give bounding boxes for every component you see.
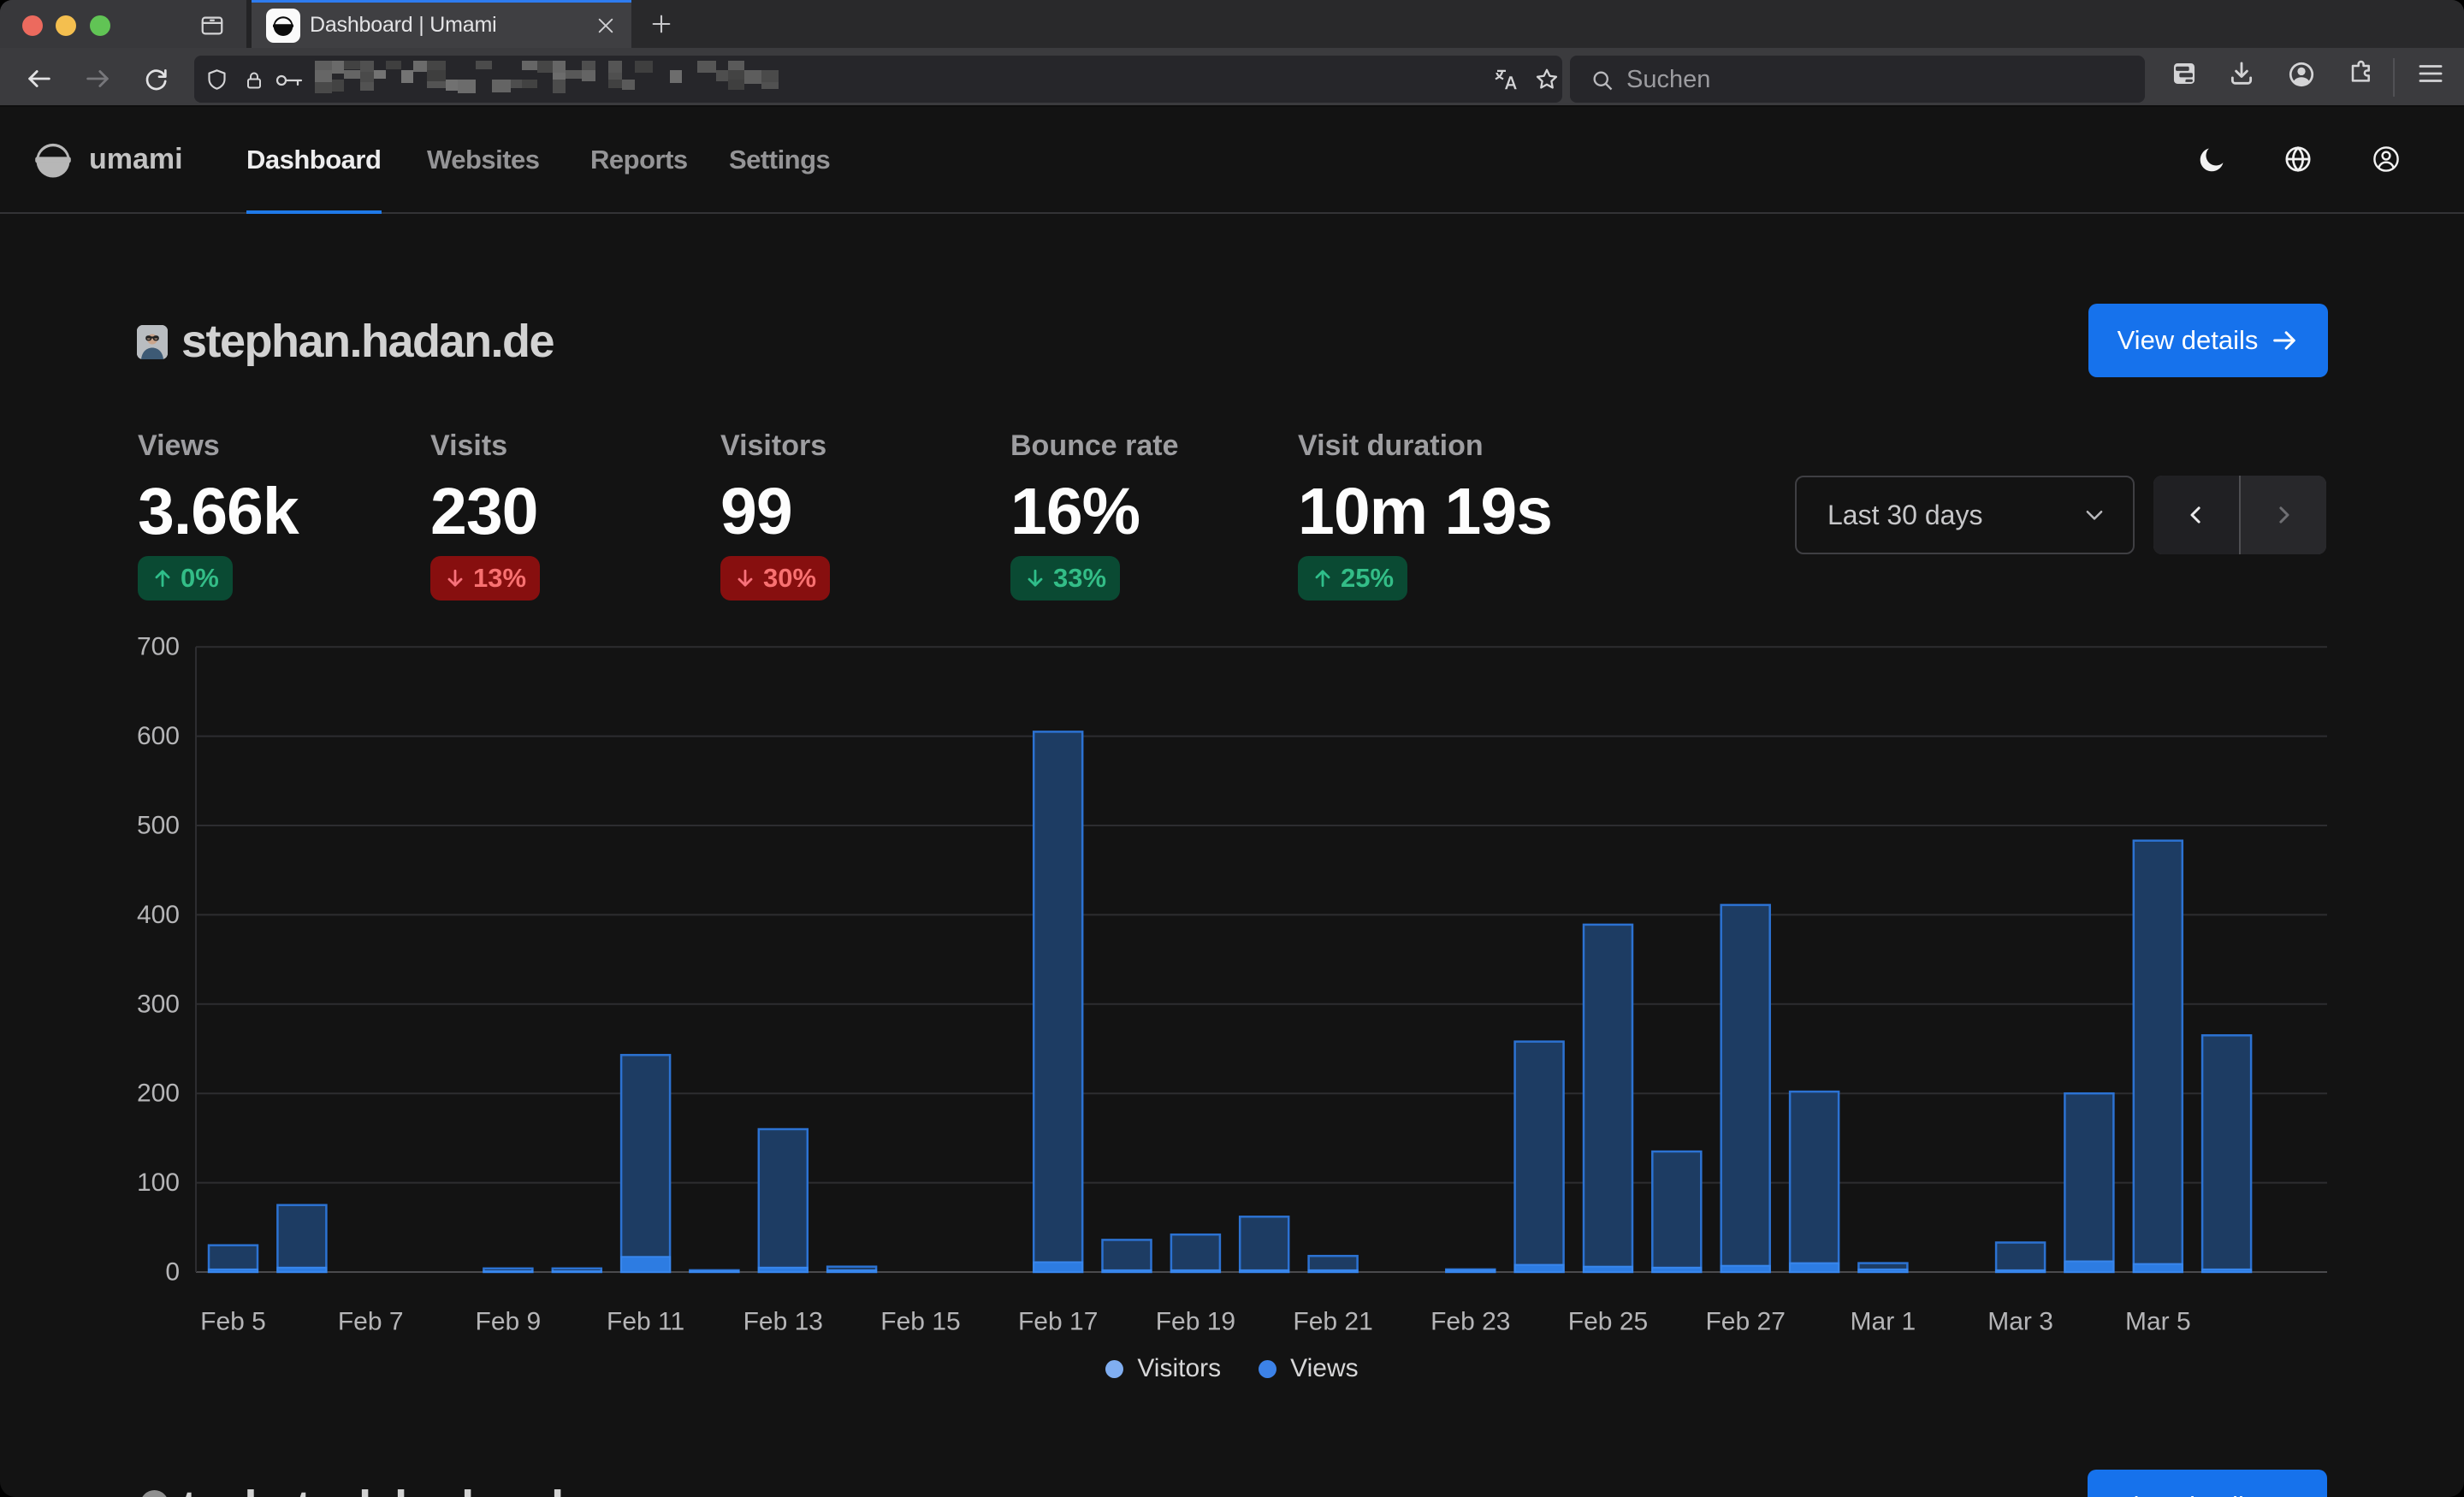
svg-text:200: 200 — [137, 1080, 180, 1108]
svg-text:Mar 3: Mar 3 — [1987, 1308, 2053, 1336]
svg-text:Feb 13: Feb 13 — [743, 1308, 823, 1336]
svg-text:700: 700 — [137, 633, 180, 661]
svg-text:Feb 27: Feb 27 — [1705, 1308, 1785, 1336]
svg-text:0: 0 — [165, 1258, 180, 1287]
svg-text:Feb 5: Feb 5 — [200, 1308, 266, 1336]
svg-text:Mar 5: Mar 5 — [2125, 1308, 2191, 1336]
svg-text:Feb 25: Feb 25 — [1568, 1308, 1648, 1336]
svg-text:600: 600 — [137, 722, 180, 750]
svg-text:400: 400 — [137, 901, 180, 929]
svg-text:Feb 7: Feb 7 — [338, 1308, 404, 1336]
svg-text:Feb 11: Feb 11 — [607, 1308, 684, 1336]
svg-text:Feb 21: Feb 21 — [1293, 1308, 1372, 1336]
svg-text:Feb 23: Feb 23 — [1430, 1308, 1510, 1336]
svg-text:Feb 19: Feb 19 — [1156, 1308, 1235, 1336]
svg-text:500: 500 — [137, 812, 180, 840]
svg-text:Mar 1: Mar 1 — [1851, 1308, 1916, 1336]
svg-text:Feb 17: Feb 17 — [1018, 1308, 1098, 1336]
svg-text:300: 300 — [137, 990, 180, 1018]
svg-text:Feb 9: Feb 9 — [476, 1308, 542, 1336]
svg-text:100: 100 — [137, 1169, 180, 1197]
svg-text:Feb 15: Feb 15 — [880, 1308, 960, 1336]
